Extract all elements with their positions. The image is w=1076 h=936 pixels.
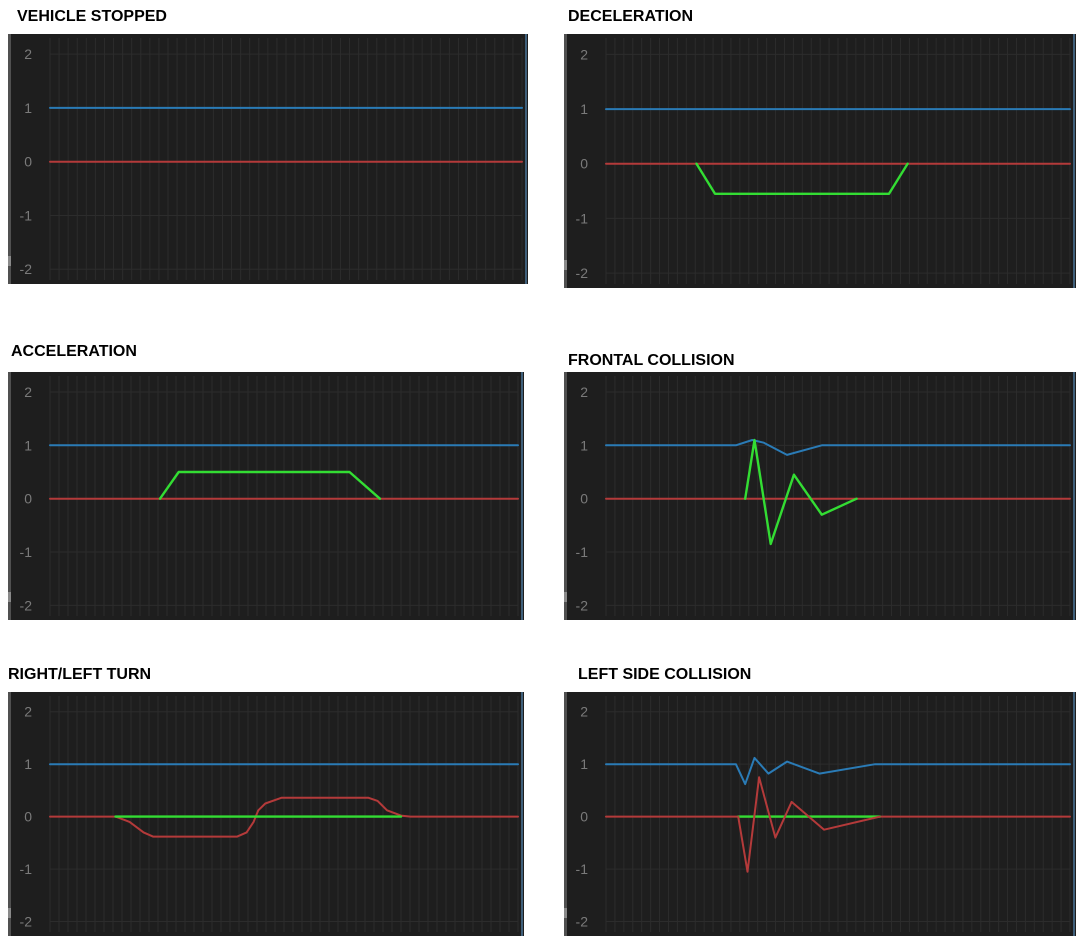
series-line-2	[744, 438, 858, 546]
y-tick-label: 0	[580, 491, 588, 507]
chart-title-frontal-collision: FRONTAL COLLISION	[568, 352, 735, 369]
chart-title-right-left-turn: RIGHT/LEFT TURN	[8, 666, 152, 683]
y-tick-label: 1	[580, 437, 588, 453]
series-line-0	[605, 756, 1071, 786]
y-tick-label: -1	[576, 861, 589, 877]
y-tick-label: 1	[24, 100, 32, 116]
y-tick-label: -2	[20, 261, 33, 277]
chart-left-handle	[564, 592, 567, 602]
chart-right-border	[525, 34, 527, 284]
y-tick-label: 1	[580, 101, 588, 117]
y-tick-label: -2	[20, 597, 33, 613]
y-tick-label: 0	[580, 809, 588, 825]
chart-left-handle	[564, 260, 567, 270]
series-line-2	[695, 162, 909, 195]
y-tick-label: 2	[580, 384, 588, 400]
chart-left-handle	[8, 908, 11, 918]
chart-acceleration: 2 1 0 -1 -2	[8, 372, 524, 620]
series-line-3	[737, 776, 881, 873]
chart-left-border	[8, 372, 11, 620]
y-tick-label: -2	[576, 597, 589, 613]
chart-left-handle	[8, 592, 11, 602]
chart-right-border	[1073, 692, 1075, 936]
chart-vehicle-stopped: 2 1 0 -1 -2	[8, 34, 528, 284]
y-tick-label: 2	[24, 46, 32, 62]
chart-left-border	[564, 34, 567, 288]
series-line-1	[49, 796, 519, 838]
chart-right-border	[521, 372, 523, 620]
y-tick-label: -2	[576, 265, 589, 281]
y-tick-label: 0	[580, 156, 588, 172]
chart-frontal-collision: 2 1 0 -1 -2	[564, 372, 1076, 620]
chart-left-side-collision: 2 1 0 -1 -2	[564, 692, 1076, 936]
y-tick-label: -1	[576, 210, 589, 226]
y-tick-label: -1	[20, 207, 33, 223]
y-tick-label: 2	[24, 704, 32, 720]
y-tick-label: 0	[24, 154, 32, 170]
y-tick-label: -1	[20, 861, 33, 877]
chart-title-vehicle-stopped: VEHICLE STOPPED	[17, 8, 167, 25]
chart-title-left-side-collision: LEFT SIDE COLLISION	[578, 666, 752, 683]
y-tick-label: 2	[24, 384, 32, 400]
chart-deceleration: 2 1 0 -1 -2	[564, 34, 1076, 288]
chart-right-border	[1073, 34, 1075, 288]
y-tick-label: 1	[580, 756, 588, 772]
chart-right-border	[1073, 372, 1075, 620]
chart-title-deceleration: DECELERATION	[568, 8, 694, 25]
chart-left-border	[8, 34, 11, 284]
y-tick-label: 0	[24, 491, 32, 507]
chart-left-handle	[564, 908, 567, 918]
y-tick-label: 2	[580, 46, 588, 62]
y-tick-label: 0	[24, 809, 32, 825]
y-tick-label: 2	[580, 704, 588, 720]
y-tick-label: -1	[576, 544, 589, 560]
series-line-2	[158, 470, 382, 500]
series-line-0	[605, 439, 1071, 456]
chart-left-border	[8, 692, 11, 936]
chart-left-border	[564, 692, 567, 936]
y-tick-label: 1	[24, 756, 32, 772]
y-tick-label: -1	[20, 544, 33, 560]
chart-right-border	[521, 692, 523, 936]
chart-left-border	[564, 372, 567, 620]
chart-right-left-turn: 2 1 0 -1 -2	[8, 692, 524, 936]
y-tick-label: -2	[576, 914, 589, 930]
y-tick-label: 1	[24, 437, 32, 453]
chart-title-acceleration: ACCELERATION	[11, 343, 137, 360]
y-tick-label: -2	[20, 914, 33, 930]
chart-left-handle	[8, 256, 11, 266]
